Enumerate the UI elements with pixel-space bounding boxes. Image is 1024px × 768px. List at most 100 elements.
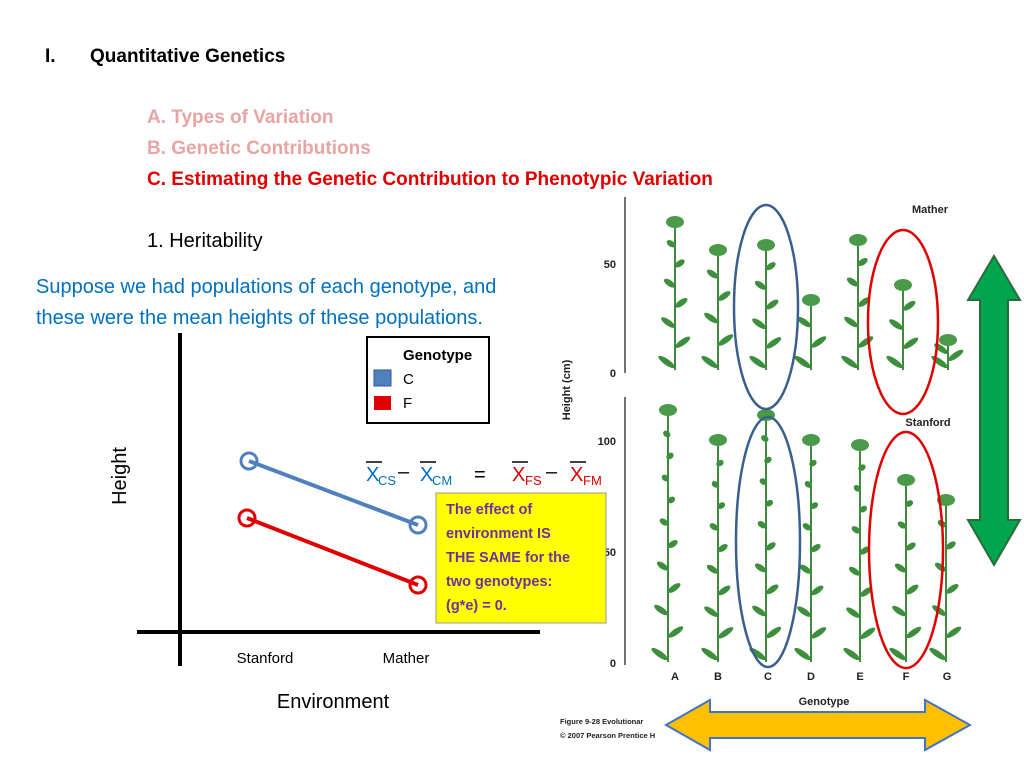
plant-head [666,216,684,228]
fig-tick: 100 [598,436,616,448]
plant-leaf [889,319,903,330]
outline-item: A. Types of Variation [147,107,334,128]
plant-leaf [945,541,956,550]
plant-leaf [810,543,821,553]
plant-leaf [903,337,919,349]
plant-leaf [859,546,870,555]
callout-box [435,492,607,624]
plant-photos [651,216,964,662]
callout-line: THE SAME for the [446,550,570,566]
plant-leaf [848,566,861,576]
fig-tick: 50 [604,259,616,271]
plant-leaf [717,502,726,509]
plant-leaf [711,481,720,488]
genotype-letter: D [807,671,815,683]
callout-line: (g*e) = 0. [446,598,507,614]
plant-head [894,279,912,291]
outline-item: B. Genetic Contributions [147,138,371,159]
plant-leaf [897,521,907,529]
plant-leaf [860,627,876,639]
plant-leaf [764,456,772,464]
plant-leaf [754,280,767,290]
genotype-letter: A [671,671,679,683]
plant-leaf [718,585,731,596]
plant-leaf [706,564,719,574]
plant-leaf [706,269,719,279]
plant-leaf [766,626,782,639]
plant-leaf [668,583,681,593]
plant-leaf [946,626,962,638]
genotype-letter: E [856,671,863,683]
plant-leaf [844,316,858,328]
plant-leaf [804,481,813,488]
line-c [248,459,419,527]
outline-item: C. Estimating the Genetic Contribution t… [147,169,713,190]
plant-leaf [663,430,671,438]
plant-leaf [841,355,858,369]
point-c [239,451,259,471]
plant-leaf [667,496,676,504]
eq-sub: FM [583,473,602,488]
fig-tick: 0 [610,368,616,380]
eq-base: X [420,464,433,486]
callout-line: environment IS [446,526,551,542]
legend-title: Genotype [403,347,472,364]
plant-leaf [718,291,731,301]
plant-head [709,244,727,256]
plant-leaf [759,478,768,485]
plant-leaf [717,543,728,553]
point-f [237,508,257,528]
fig-x-label: Genotype [799,696,850,708]
plant-leaf [811,336,827,348]
plant-leaf [811,627,827,639]
plant-leaf [701,355,718,369]
plant-leaf [701,647,718,661]
plant-leaf [704,312,718,324]
panel-label: Mather [912,204,949,216]
legend-entry: C [403,371,414,388]
plant-leaf [718,627,734,639]
plant-leaf [903,300,916,311]
plant-leaf [794,355,811,369]
plant-leaf [892,605,906,617]
plant-leaf [765,542,776,551]
plant-leaf [802,523,812,531]
fig-tick: 50 [604,547,616,559]
legend-swatch [374,396,391,410]
plant-leaf [948,349,964,362]
x-label: Environment [277,691,390,713]
plant-leaf [853,485,862,492]
eq-op: – [398,461,410,483]
plant-leaf [761,435,769,442]
plant-leaf [668,626,684,638]
plant-leaf [752,605,766,617]
panel-label: Stanford [905,417,950,429]
legend-entry: F [403,395,412,412]
plant-leaf [929,647,946,661]
plant-leaf [860,587,873,597]
fig-tick: 0 [610,658,616,670]
plant-leaf [749,355,766,369]
plant-leaf [752,318,766,329]
plant-leaf [656,561,669,571]
plant-leaf [843,647,860,661]
plant-leaf [709,523,719,531]
plant-leaf [754,563,767,573]
plant-leaf [846,277,859,287]
highlight-f [866,228,940,416]
plant-leaf [906,584,919,595]
plant-leaf [846,607,860,618]
intro-line: these were the mean heights of these pop… [36,307,483,329]
plant-head [937,494,955,506]
plant-leaf [667,539,678,549]
plant-leaf [666,452,674,460]
plant-leaf [857,257,868,267]
plant-leaf [661,474,670,482]
plant-leaf [906,626,922,639]
highlight-c [732,203,800,411]
plant-head [851,439,869,451]
point-c [408,515,428,535]
genotype-letter: B [714,671,722,683]
eq-sub: FS [525,473,542,488]
plant-head [659,404,677,416]
